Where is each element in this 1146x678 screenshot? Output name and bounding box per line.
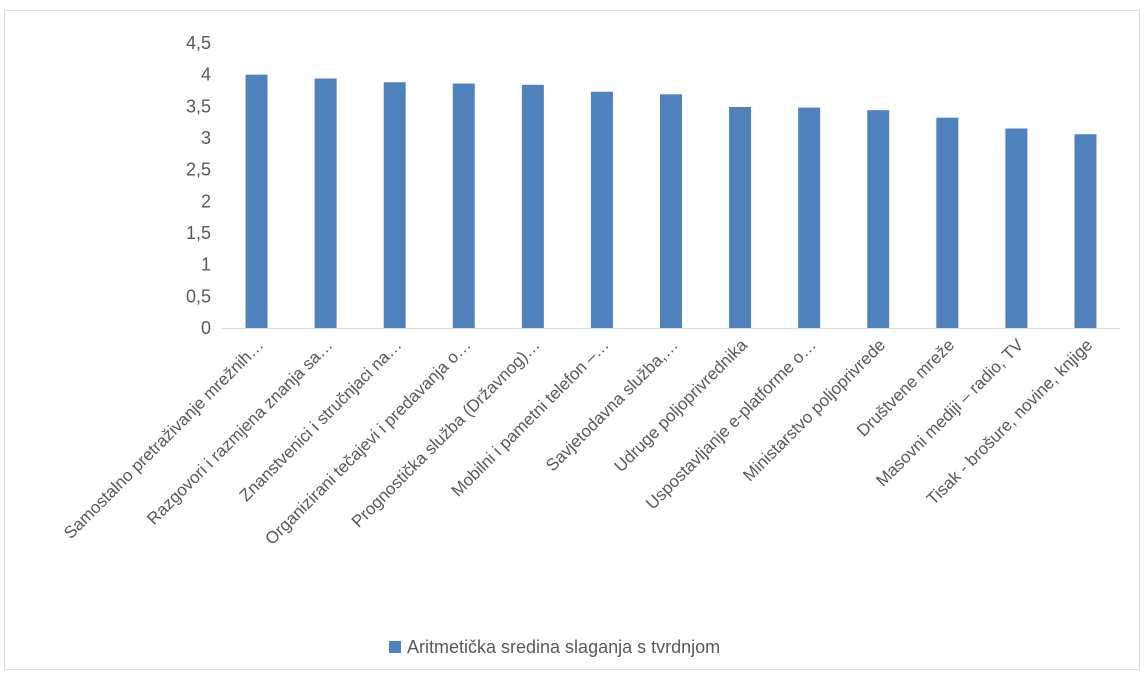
legend-swatch [389, 641, 401, 653]
x-category-label: Savjetodavna služba,… [542, 335, 682, 475]
y-tick-label: 1,5 [186, 223, 211, 243]
bar [729, 106, 752, 328]
legend-label: Aritmetička sredina slaganja s tvrdnjom [407, 636, 721, 657]
y-axis-labels: 0 0,5 1 1,5 2 2,5 3 3,5 4 4,5 [186, 33, 211, 338]
bar [452, 83, 475, 329]
bar [936, 117, 959, 328]
y-tick-label: 4 [201, 65, 211, 85]
bar [660, 94, 682, 328]
y-tick-label: 2 [201, 191, 211, 211]
bar [1005, 128, 1028, 328]
bars [245, 74, 1097, 329]
y-tick-label: 4,5 [186, 33, 211, 53]
bar [798, 107, 821, 328]
x-axis-labels: Samostalno pretraživanje mrežnih…Razgovo… [60, 335, 1096, 549]
bar [383, 82, 406, 329]
y-tick-label: 0,5 [186, 286, 211, 306]
bar [1074, 134, 1097, 328]
bar [314, 78, 337, 328]
bar [245, 74, 268, 329]
legend: Aritmetička sredina slaganja s tvrdnjom [389, 636, 720, 658]
y-tick-label: 3,5 [186, 96, 211, 116]
y-tick-label: 0 [201, 318, 211, 338]
y-tick-label: 3 [201, 128, 211, 148]
x-category-label: Udruge poljoprivrednika [611, 335, 752, 476]
y-tick-label: 1 [201, 255, 211, 275]
bar [590, 91, 613, 329]
y-tick-label: 2,5 [186, 160, 211, 180]
bar [867, 110, 890, 328]
bar [521, 84, 544, 328]
x-category-label: Ministarstvo poljoprivrede [739, 335, 889, 485]
